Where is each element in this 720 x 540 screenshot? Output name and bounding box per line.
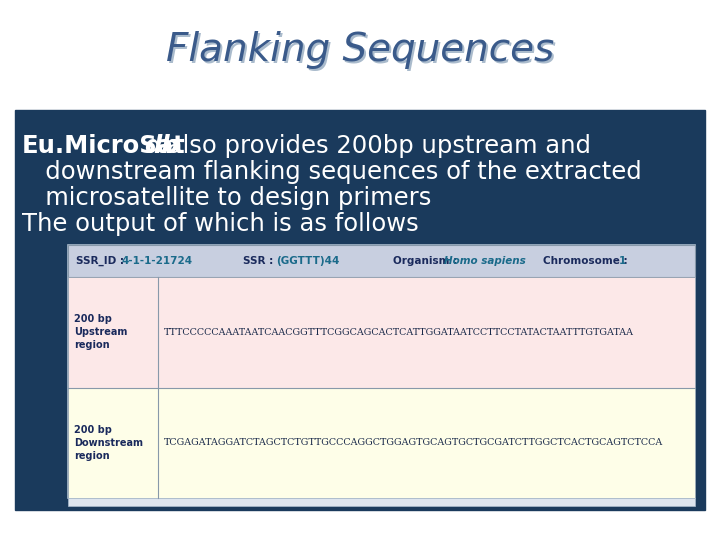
Text: TTTCCCCCAAATAATCAACGGTTTCGGCAGCACTCATTGGATAATCCTTCCTATACTAATTTGTGATAA: TTTCCCCCAAATAATCAACGGTTTCGGCAGCACTCATTGG… <box>164 328 634 337</box>
Text: Chromosome :: Chromosome : <box>543 256 631 266</box>
Bar <box>68 245 695 498</box>
Text: The output of which is as follows: The output of which is as follows <box>22 212 419 236</box>
Text: (GGTTT)44: (GGTTT)44 <box>276 256 339 266</box>
Text: also provides 200bp upstream and: also provides 200bp upstream and <box>160 134 591 158</box>
Text: 1: 1 <box>619 256 626 266</box>
Text: SSR :: SSR : <box>243 256 277 266</box>
Text: Flanking Sequences: Flanking Sequences <box>166 31 554 69</box>
Text: Flanking Sequences: Flanking Sequences <box>168 33 556 71</box>
Text: TCGAGATAGGATCTAGCTCTGTTGCCCAGGCTGGAGTGCAGTGCTGCGATCTTGGCTCACTGCAGTCTCCA: TCGAGATAGGATCTAGCTCTGTTGCCCAGGCTGGAGTGCA… <box>164 438 663 447</box>
Text: Organism :: Organism : <box>393 256 461 266</box>
Text: 200 bp
Upstream
region: 200 bp Upstream region <box>74 314 127 350</box>
Text: Homo sapiens: Homo sapiens <box>444 256 526 266</box>
Text: 200 bp
Downstream
region: 200 bp Downstream region <box>74 424 143 461</box>
Bar <box>68 277 695 388</box>
Text: SSR_ID :: SSR_ID : <box>76 256 127 266</box>
Text: downstream flanking sequences of the extracted: downstream flanking sequences of the ext… <box>22 160 642 184</box>
Text: microsatellite to design primers: microsatellite to design primers <box>22 186 431 210</box>
Text: db: db <box>144 134 179 158</box>
Bar <box>68 245 695 277</box>
Bar <box>68 498 695 506</box>
Bar <box>68 388 695 498</box>
Bar <box>15 110 705 510</box>
Text: 4-1-1-21724: 4-1-1-21724 <box>121 256 192 266</box>
Text: Eu.MicroSat: Eu.MicroSat <box>22 134 186 158</box>
